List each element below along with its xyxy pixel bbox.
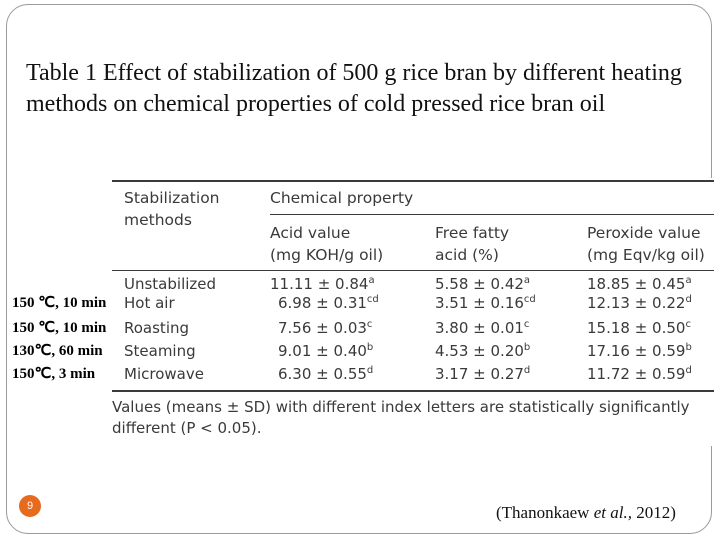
header-peroxide-line2: (mg Eqv/kg oil) [587,246,705,264]
row-method: Steaming [124,342,196,360]
row-ffa: 3.51 ± 0.16cd [435,294,536,312]
header-acid-value-line1: Acid value [270,224,351,242]
condition-label: 150 ℃, 10 min [12,295,107,311]
header-ffa-line2: acid (%) [435,246,499,264]
row-ffa: 3.80 ± 0.01c [435,319,530,337]
row-acid-value: 6.98 ± 0.31cd [278,294,379,312]
row-method: Microwave [124,365,204,383]
table-footnote: Values (means ± SD) with different index… [112,397,714,439]
header-bottom-rule [112,270,714,271]
footnote-line2: different (P < 0.05). [112,419,262,437]
row-acid-value: 9.01 ± 0.40b [278,342,374,360]
table-bottom-rule [112,390,714,392]
data-table: Stabilization methods Chemical property … [112,178,714,446]
row-peroxide: 11.72 ± 0.59d [587,365,692,383]
header-ffa-line1: Free fatty [435,224,510,242]
header-peroxide-line1: Peroxide value [587,224,701,242]
row-ffa: 5.58 ± 0.42a [435,275,531,293]
row-method: Hot air [124,294,175,312]
row-ffa: 4.53 ± 0.20b [435,342,531,360]
row-acid-value: 11.11 ± 0.84a [270,275,375,293]
footnote-line1: Values (means ± SD) with different index… [112,398,690,416]
header-method-line1: Stabilization [124,189,220,207]
row-acid-value: 6.30 ± 0.55d [278,365,374,383]
row-peroxide: 17.16 ± 0.59b [587,342,692,360]
header-acid-value-line2: (mg KOH/g oil) [270,246,384,264]
citation: (Thanonkaew et al., 2012) [496,503,676,522]
row-method: Roasting [124,319,190,337]
header-chemical-property: Chemical property [270,189,414,207]
row-peroxide: 12.13 ± 0.22d [587,294,692,312]
group-header-rule [270,214,714,215]
slide-number-badge: 9 [19,495,41,517]
row-peroxide: 18.85 ± 0.45a [587,275,692,293]
row-ffa: 3.17 ± 0.27d [435,365,531,383]
condition-label: 150℃, 3 min [12,366,96,382]
slide-title: Table 1 Effect of stabilization of 500 g… [26,60,682,117]
table-top-rule [112,180,714,182]
row-method: Unstabilized [124,275,217,293]
condition-label: 150 ℃, 10 min [12,320,107,336]
row-acid-value: 7.56 ± 0.03c [278,319,373,337]
header-method-line2: methods [124,211,192,229]
condition-label: 130℃, 60 min [12,343,103,359]
row-peroxide: 15.18 ± 0.50c [587,319,691,337]
